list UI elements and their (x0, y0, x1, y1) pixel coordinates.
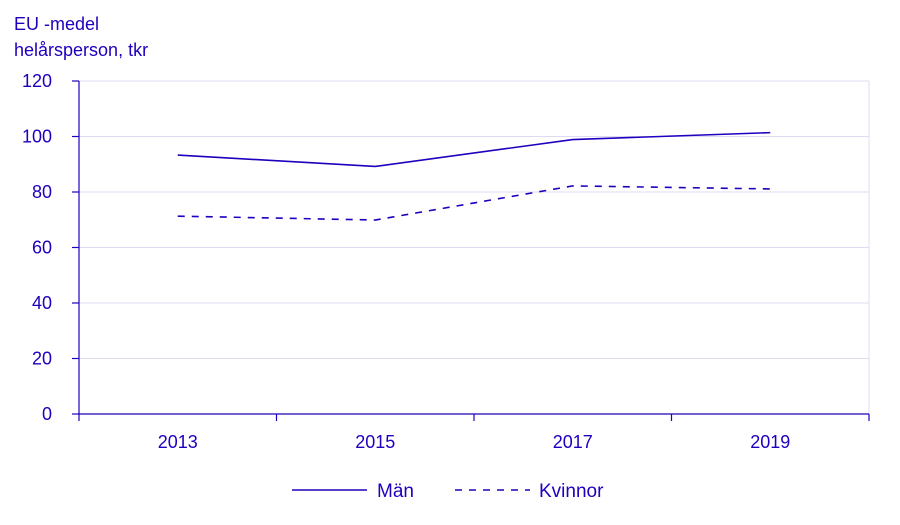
x-tick-label: 2013 (158, 432, 198, 452)
series-lines (177, 131, 771, 221)
y-tick-label: 0 (42, 404, 52, 424)
x-tick-label: 2015 (355, 432, 395, 452)
legend-label: Män (377, 481, 414, 502)
y-axis-label-line-1: EU -medel (14, 14, 99, 34)
y-tick-label: 60 (32, 238, 52, 258)
grid-lines (79, 80, 870, 414)
axes (72, 80, 870, 421)
legend-item-kvinnor: Kvinnor (455, 481, 604, 502)
x-tick-label: 2019 (750, 432, 790, 452)
y-axis-label-line-2: helårsperson, tkr (14, 40, 148, 60)
legend-item-män: Män (292, 481, 414, 502)
y-tick-label: 20 (32, 349, 52, 369)
series-line-kvinnor (177, 185, 771, 221)
series-line-män (177, 131, 771, 168)
y-tick-labels: 0 20 40 60 80 100 120 (22, 71, 52, 424)
legend: Män Kvinnor (292, 481, 604, 502)
y-tick-label: 100 (22, 127, 52, 147)
legend-label: Kvinnor (539, 481, 604, 502)
y-tick-label: 80 (32, 182, 52, 202)
y-tick-label: 120 (22, 71, 52, 91)
x-tick-label: 2017 (553, 432, 593, 452)
x-tick-labels: 2013 2015 2017 2019 (158, 432, 791, 452)
y-tick-label: 40 (32, 293, 52, 313)
